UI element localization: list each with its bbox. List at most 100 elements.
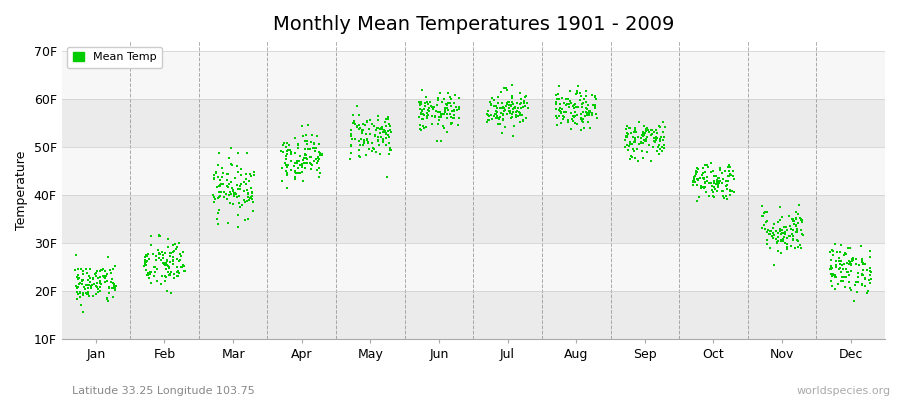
Point (583, 108, 598, 114)
Point (308, 147, 322, 154)
Point (495, 100, 509, 106)
Point (580, 93, 594, 99)
Point (363, 117, 377, 124)
Point (101, 254, 115, 260)
Point (155, 272, 169, 279)
Point (722, 168, 736, 174)
Point (440, 114, 454, 121)
Point (288, 135, 302, 142)
Point (574, 126, 589, 133)
Point (215, 170, 230, 176)
Point (344, 143, 358, 150)
Point (360, 119, 374, 125)
Point (241, 190, 256, 196)
Point (491, 115, 506, 121)
Point (211, 195, 225, 201)
Point (698, 176, 712, 182)
Point (298, 165, 312, 171)
Point (233, 186, 248, 192)
Point (561, 118, 575, 124)
Point (230, 194, 245, 200)
Point (723, 188, 737, 194)
Point (372, 142, 386, 148)
Point (513, 119, 527, 125)
Point (287, 162, 302, 169)
Point (373, 150, 387, 157)
Point (564, 116, 579, 122)
Point (279, 153, 293, 159)
Point (636, 140, 651, 147)
Point (758, 209, 772, 216)
Point (833, 269, 848, 276)
Point (825, 265, 840, 272)
Point (300, 160, 314, 166)
Point (549, 113, 563, 119)
Point (211, 216, 225, 223)
Point (169, 256, 184, 262)
Point (786, 226, 800, 233)
Point (296, 178, 310, 184)
Point (484, 101, 499, 107)
Point (419, 110, 434, 116)
Point (86, 281, 101, 287)
Point (382, 121, 396, 127)
Point (358, 152, 373, 158)
Point (723, 170, 737, 177)
Point (139, 253, 153, 260)
Point (352, 122, 366, 128)
Point (774, 250, 788, 256)
Point (233, 183, 248, 189)
Point (228, 190, 242, 196)
Point (862, 248, 877, 255)
Point (412, 126, 427, 132)
Point (570, 88, 584, 94)
Point (581, 107, 596, 114)
Point (373, 130, 387, 136)
Point (791, 238, 806, 244)
Point (862, 280, 877, 286)
Point (280, 172, 294, 178)
Point (80, 282, 94, 289)
Point (567, 109, 581, 115)
Point (220, 177, 234, 183)
Point (590, 114, 604, 121)
Point (721, 173, 735, 180)
Point (635, 148, 650, 154)
Point (441, 99, 455, 106)
Point (288, 150, 302, 156)
Point (755, 202, 770, 209)
Point (771, 238, 786, 245)
Point (581, 112, 596, 119)
Point (623, 125, 637, 131)
Point (627, 126, 642, 133)
Point (758, 225, 772, 232)
Point (701, 193, 716, 200)
Point (280, 140, 294, 146)
Point (763, 244, 778, 251)
Point (241, 196, 256, 203)
Point (450, 107, 464, 113)
Point (447, 99, 462, 106)
Point (631, 133, 645, 140)
Point (91, 289, 105, 295)
Point (159, 257, 174, 264)
Point (103, 284, 117, 291)
Point (421, 108, 436, 114)
Point (379, 142, 393, 148)
Point (824, 273, 839, 280)
Point (441, 107, 455, 113)
Point (284, 151, 298, 157)
Point (438, 107, 453, 114)
Point (720, 182, 734, 188)
Point (234, 181, 248, 188)
Point (75, 280, 89, 287)
Point (368, 133, 382, 139)
Point (721, 164, 735, 170)
Point (628, 134, 643, 141)
Point (97, 274, 112, 280)
Point (301, 146, 315, 152)
Point (431, 95, 446, 101)
Point (575, 118, 590, 124)
Point (428, 112, 442, 119)
Point (222, 189, 237, 195)
